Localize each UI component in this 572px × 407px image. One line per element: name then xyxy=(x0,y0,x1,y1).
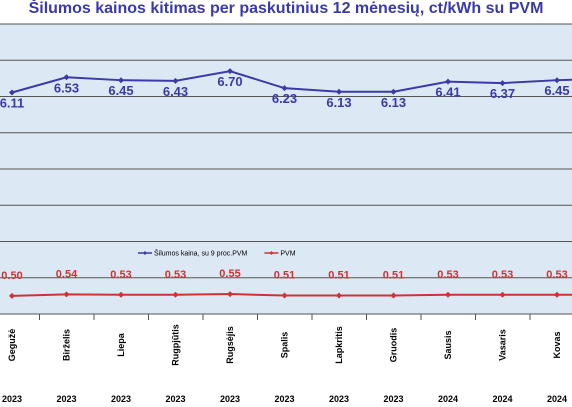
x-tick-year: 2023 xyxy=(383,394,403,404)
series-line xyxy=(11,70,572,94)
data-point xyxy=(172,77,179,84)
data-label: 0.51 xyxy=(328,270,349,282)
data-point xyxy=(172,291,179,298)
data-labels: 6.11 6.53 6.45 6.43 6.70 6.23 6.13 6.13 6.41 6.37… xyxy=(0,74,570,282)
data-label: 6.37 xyxy=(490,86,515,101)
data-label: 6.43 xyxy=(163,84,188,99)
x-tick-label: Birželis xyxy=(62,329,72,361)
data-label: 0.53 xyxy=(492,269,513,281)
data-point xyxy=(227,68,233,75)
data-label: 0.50 xyxy=(1,270,22,282)
data-label: 0.51 xyxy=(383,270,404,282)
data-label: 6.41 xyxy=(435,85,460,100)
data-point xyxy=(63,291,70,298)
data-point xyxy=(445,78,451,85)
data-label: 6.45 xyxy=(108,83,133,98)
x-tick-label: Kovas xyxy=(552,331,562,358)
data-point xyxy=(118,77,124,84)
data-label: 6.70 xyxy=(217,74,242,89)
legend-marker xyxy=(143,251,147,255)
data-label: 6.45 xyxy=(544,83,569,98)
data-point xyxy=(336,88,342,95)
series-line xyxy=(11,293,572,297)
data-point xyxy=(9,292,15,299)
x-tick-year: 2023 xyxy=(111,394,131,404)
data-label: 6.11 xyxy=(0,96,24,111)
x-tick-label: Vasaris xyxy=(498,329,508,361)
x-tick-label: Gegužė xyxy=(7,329,17,362)
x-tick-year: 2023 xyxy=(220,394,240,404)
x-tick-label: Rugsėjis xyxy=(225,326,235,364)
data-point xyxy=(445,291,451,298)
chart-title: Šilumos kainos kitimas per paskutinius 1… xyxy=(28,0,544,17)
data-label: 0.53 xyxy=(546,269,567,281)
x-axis: Gegužė 2023 Birželis 2023 Liepa 2023 Rugpjūtis… xyxy=(0,313,572,404)
data-label: 0.51 xyxy=(274,270,295,282)
x-tick-year: 2023 xyxy=(274,394,294,404)
x-tick-label: Rugpjūtis xyxy=(171,324,181,366)
data-point xyxy=(227,291,233,298)
data-point xyxy=(499,291,506,298)
x-tick-year: 2023 xyxy=(56,394,76,404)
x-tick-label: Sausis xyxy=(443,330,453,359)
data-label: 0.53 xyxy=(110,269,131,281)
x-tick-year: 2024 xyxy=(438,394,458,404)
x-tick-label: Lapkritis xyxy=(334,326,344,364)
x-tick-label: Spalis xyxy=(280,332,290,359)
x-tick-label: Liepa xyxy=(116,332,126,357)
legend: Šilumos kaina, su 9 proc.PVM PVM xyxy=(138,249,296,258)
data-point xyxy=(390,88,397,95)
legend-marker xyxy=(269,251,274,255)
x-tick-year: 2023 xyxy=(329,394,349,404)
series-lines xyxy=(9,68,572,299)
data-label: 6.13 xyxy=(326,95,351,110)
data-point xyxy=(554,291,560,298)
data-label: 6.23 xyxy=(272,91,297,106)
data-label: 0.53 xyxy=(437,269,458,281)
data-point xyxy=(499,80,506,87)
x-tick-label: Gruodis xyxy=(389,328,399,363)
data-point xyxy=(118,291,124,298)
data-point xyxy=(336,292,342,299)
legend-label: PVM xyxy=(280,251,295,258)
x-tick-year: 2024 xyxy=(492,394,512,404)
data-point xyxy=(281,85,288,92)
data-label: 6.13 xyxy=(381,95,406,110)
data-label: 0.55 xyxy=(219,268,240,280)
data-point xyxy=(390,292,397,299)
legend-label: Šilumos kaina, su 9 proc.PVM xyxy=(154,249,248,258)
data-label: 6.53 xyxy=(54,80,79,95)
data-point xyxy=(63,74,70,81)
data-point xyxy=(554,77,560,84)
data-point xyxy=(281,292,288,299)
x-tick-year: 2024 xyxy=(547,394,567,404)
data-label: 0.53 xyxy=(165,269,186,281)
data-point xyxy=(9,89,15,96)
data-label: 0.54 xyxy=(56,268,78,280)
x-tick-year: 2023 xyxy=(2,394,22,404)
x-tick-year: 2023 xyxy=(165,394,185,404)
